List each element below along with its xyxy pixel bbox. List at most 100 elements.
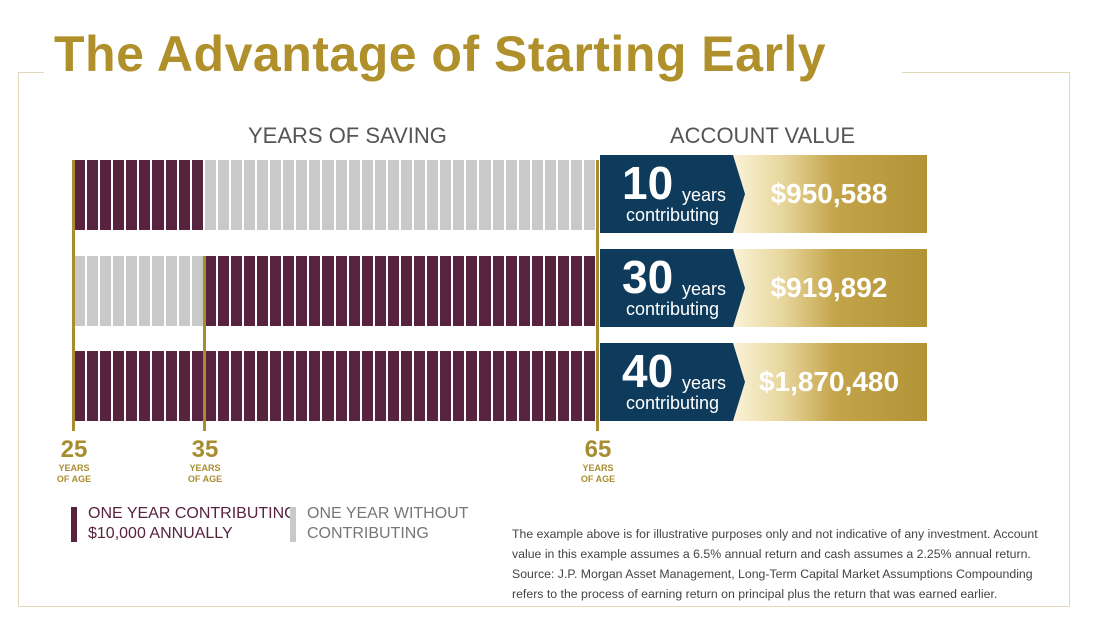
non-contributing-year-cell — [414, 160, 426, 230]
non-contributing-year-cell — [87, 256, 99, 326]
age-65-marker-line — [596, 160, 599, 431]
timeline-row-10-years — [74, 160, 596, 230]
contributing-year-cell — [139, 160, 151, 230]
contributing-year-cell — [178, 351, 190, 421]
contributing-year-cell — [414, 351, 426, 421]
contributing-year-cell — [270, 351, 282, 421]
non-contributing-year-cell — [139, 256, 151, 326]
age-unit-of-age: OF AGE — [56, 474, 92, 484]
account-value-heading: ACCOUNT VALUE — [670, 123, 856, 148]
contributing-year-cell — [217, 351, 229, 421]
contributing-year-cell — [152, 351, 164, 421]
account-value-amount: $950,588 — [770, 178, 888, 209]
years-contributing-arrow: 10 years contributing — [600, 155, 745, 233]
age-unit-of-age: OF AGE — [580, 474, 616, 484]
contributing-year-cell — [518, 351, 530, 421]
age-35-label: 35 YEARS OF AGE — [175, 437, 235, 485]
non-contributing-year-cell — [557, 160, 569, 230]
contributing-year-cell — [492, 256, 504, 326]
non-contributing-year-cell — [505, 160, 517, 230]
non-contributing-year-cell — [100, 256, 112, 326]
contributing-year-cell — [335, 256, 347, 326]
contributing-year-cell — [244, 351, 256, 421]
legend-line: ONE YEAR WITHOUT — [307, 505, 469, 522]
age-unit-years: YEARS — [189, 463, 221, 473]
non-contributing-year-cell — [440, 160, 452, 230]
contributing-year-cell — [230, 351, 243, 421]
contributing-year-cell — [505, 256, 517, 326]
age-35-marker-line — [203, 256, 206, 431]
non-contributing-year-cell — [178, 256, 190, 326]
contributing-year-cell — [283, 256, 295, 326]
non-contributing-year-cell — [374, 160, 386, 230]
contributing-year-cell — [361, 256, 373, 326]
contributing-year-cell — [296, 351, 308, 421]
contributing-year-cell — [505, 351, 517, 421]
contributing-year-cell — [165, 160, 177, 230]
contributing-year-cell — [309, 256, 321, 326]
non-contributing-year-cell — [296, 160, 308, 230]
contributing-year-cell — [479, 351, 491, 421]
age-unit-years: YEARS — [58, 463, 90, 473]
non-contributing-year-cell — [204, 160, 216, 230]
years-contributing-arrow: 40 years contributing — [600, 343, 745, 421]
non-contributing-year-cell — [335, 160, 347, 230]
contributing-year-cell — [126, 351, 138, 421]
contributing-word: contributing — [626, 299, 720, 319]
contributing-year-cell — [453, 256, 465, 326]
contributing-word: contributing — [626, 205, 720, 225]
contributing-year-cell — [74, 351, 86, 421]
contributing-year-cell — [492, 351, 504, 421]
contributing-year-cell — [361, 351, 373, 421]
contributing-year-cell — [191, 351, 203, 421]
non-contributing-year-cell — [113, 256, 125, 326]
contributing-year-cell — [427, 351, 439, 421]
non-contributing-year-cell — [479, 160, 491, 230]
contributing-year-cell — [322, 351, 334, 421]
contributing-year-cell — [584, 256, 596, 326]
account-value-panel-40-years: $1,870,480 40 years contributing — [600, 343, 927, 421]
title-backing — [44, 56, 902, 90]
contributing-year-cell — [74, 160, 86, 230]
disclaimer-footnote: The example above is for illustrative pu… — [512, 527, 1038, 602]
years-word: years — [682, 373, 727, 393]
contributing-year-cell — [479, 256, 491, 326]
contributing-year-cell — [531, 256, 543, 326]
contributing-year-cell — [204, 351, 216, 421]
contributing-year-cell — [440, 351, 452, 421]
contributing-year-cell — [126, 160, 138, 230]
contributing-year-cell — [217, 256, 229, 326]
contributing-year-cell — [557, 256, 569, 326]
non-contributing-year-cell — [217, 160, 229, 230]
contributing-year-cell — [178, 160, 190, 230]
age-unit-of-age: OF AGE — [187, 474, 223, 484]
contributing-year-cell — [557, 351, 569, 421]
contributing-year-cell — [466, 351, 478, 421]
contributing-year-cell — [165, 351, 177, 421]
years-of-saving-heading: YEARS OF SAVING — [248, 123, 447, 148]
years-count: 10 — [622, 157, 674, 209]
legend-contributing-swatch — [71, 507, 77, 542]
contributing-year-cell — [348, 351, 360, 421]
contributing-year-cell — [387, 256, 399, 326]
account-value-amount: $1,870,480 — [758, 366, 900, 397]
contributing-year-cell — [335, 351, 347, 421]
years-count: 30 — [622, 251, 674, 303]
contributing-year-cell — [427, 256, 439, 326]
contributing-year-cell — [322, 256, 334, 326]
contributing-year-cell — [440, 256, 452, 326]
age-25-label: 25 YEARS OF AGE — [44, 437, 104, 485]
contributing-year-cell — [257, 351, 269, 421]
timeline-row-40-years — [74, 351, 596, 421]
non-contributing-year-cell — [152, 256, 164, 326]
contributing-year-cell — [100, 160, 112, 230]
page-title: The Advantage of Starting Early — [54, 26, 827, 82]
years-count: 40 — [622, 345, 674, 397]
age-25-marker-line — [72, 160, 75, 431]
contributing-year-cell — [374, 351, 386, 421]
legend-not-contributing-label: ONE YEAR WITHOUT CONTRIBUTING — [307, 504, 469, 544]
non-contributing-year-cell — [309, 160, 321, 230]
non-contributing-year-cell — [584, 160, 596, 230]
contributing-year-cell — [400, 351, 413, 421]
contributing-year-cell — [244, 256, 256, 326]
